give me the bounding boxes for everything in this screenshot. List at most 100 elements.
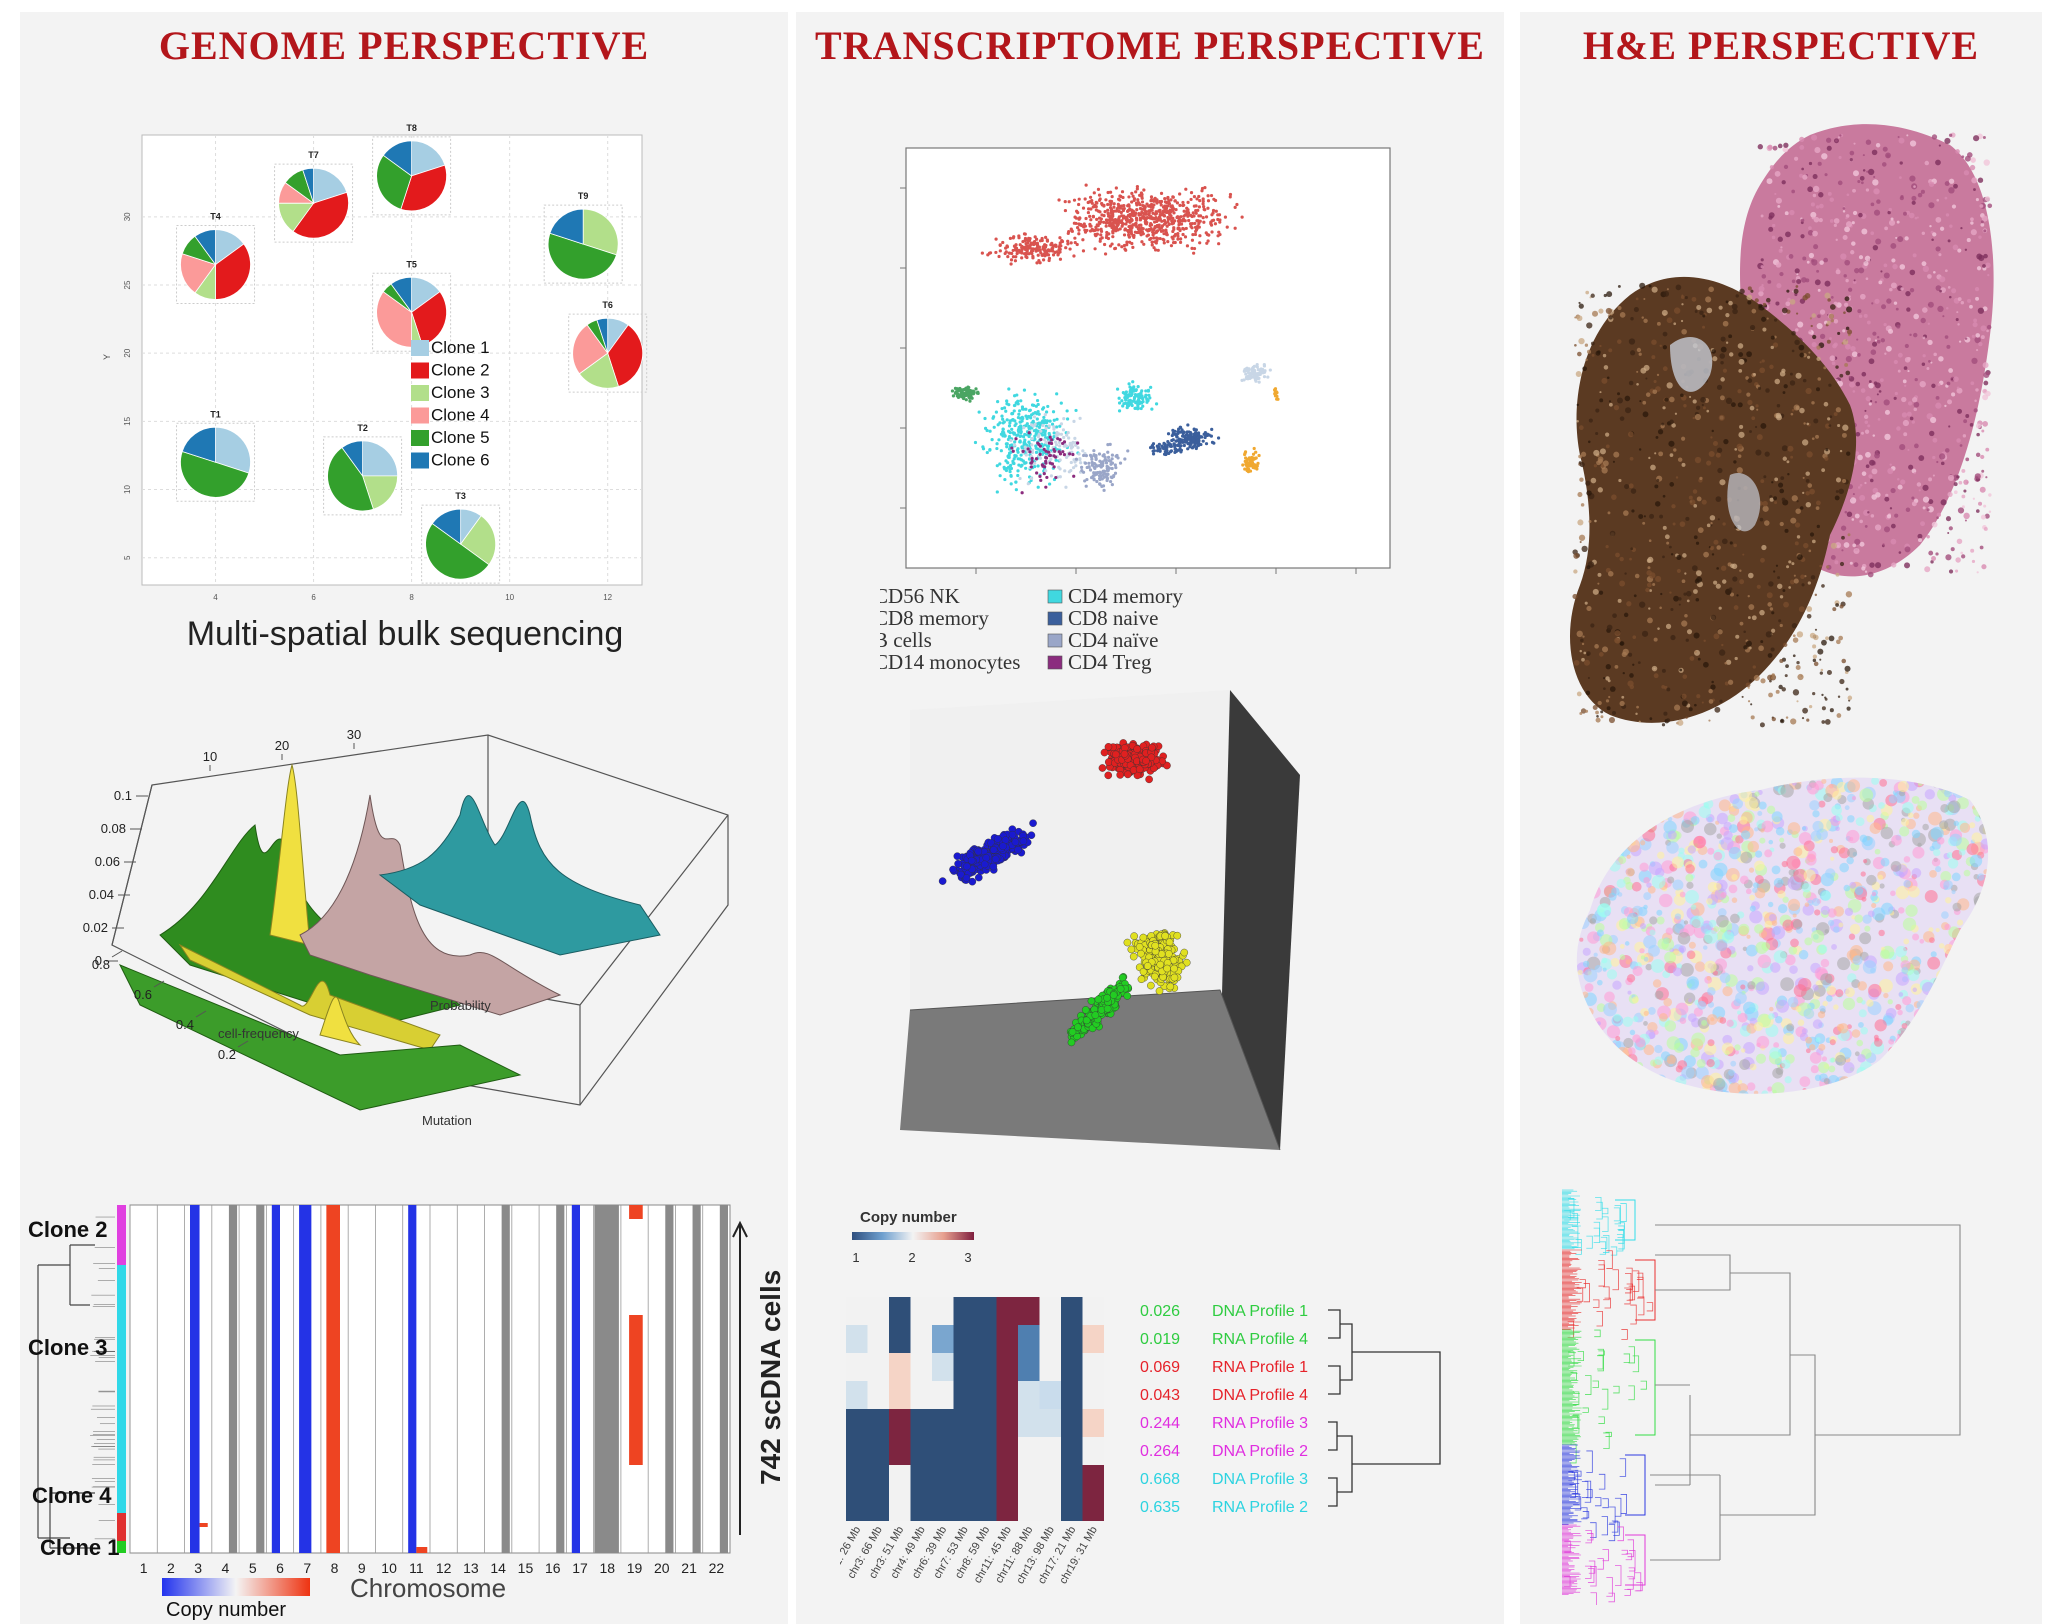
umap-point bbox=[1105, 230, 1109, 235]
scatter-3d-point bbox=[954, 859, 962, 868]
heatmap-cell bbox=[910, 1381, 932, 1409]
umap-point bbox=[1163, 197, 1167, 201]
chromosome-column bbox=[184, 1205, 208, 1553]
heatmap-row-label: DNA Profile 2 bbox=[1212, 1443, 1308, 1460]
heatmap-cell bbox=[953, 1493, 975, 1521]
scdna-count-label: 742 scDNA cells bbox=[755, 1270, 786, 1485]
umap-point bbox=[1079, 223, 1084, 228]
umap-point bbox=[1003, 467, 1007, 471]
heatmap-cell bbox=[932, 1465, 954, 1493]
chromosome-label: 11 bbox=[409, 1560, 424, 1576]
chromosome-label: 19 bbox=[627, 1560, 643, 1576]
umap-point bbox=[1012, 432, 1016, 436]
umap-point bbox=[1035, 422, 1040, 426]
umap-point bbox=[1176, 237, 1180, 241]
heatmap-cell bbox=[867, 1493, 889, 1521]
umap-point bbox=[1129, 393, 1133, 398]
heatmap-cell bbox=[996, 1437, 1018, 1465]
chromosome-label: 7 bbox=[303, 1560, 311, 1576]
surface-green-front bbox=[118, 964, 522, 1111]
umap-point bbox=[1198, 214, 1203, 218]
umap-point bbox=[1105, 475, 1109, 479]
umap-point bbox=[1134, 190, 1138, 194]
umap-point bbox=[1190, 246, 1194, 250]
umap-point bbox=[1067, 229, 1071, 234]
umap-point bbox=[985, 450, 989, 455]
scatter-3d-point bbox=[1182, 958, 1191, 967]
umap-point bbox=[1098, 237, 1103, 241]
umap-point bbox=[1031, 249, 1035, 253]
umap-point bbox=[1094, 225, 1098, 229]
umap-point bbox=[1044, 461, 1048, 465]
umap-point bbox=[1007, 453, 1011, 457]
heatmap-cell bbox=[1082, 1437, 1104, 1465]
dendrogram-branch bbox=[1655, 1254, 1731, 1291]
umap-point bbox=[1135, 207, 1139, 212]
umap-point bbox=[1179, 222, 1184, 226]
umap-point bbox=[1017, 236, 1021, 240]
umap-point bbox=[1042, 438, 1047, 442]
umap-point bbox=[1204, 442, 1209, 446]
scatter-3d-point bbox=[1151, 941, 1160, 950]
pie-slice bbox=[578, 352, 620, 389]
scatter-3d-point bbox=[1103, 1004, 1112, 1013]
umap-point bbox=[1016, 429, 1021, 433]
umap-point bbox=[1134, 388, 1138, 392]
umap-point bbox=[1095, 479, 1099, 484]
umap-point bbox=[1069, 446, 1073, 450]
heatmap-row-value: 0.019 bbox=[1140, 1331, 1180, 1348]
umap-point bbox=[1042, 451, 1046, 455]
umap-legend-swatch bbox=[1047, 611, 1063, 626]
umap-point bbox=[1092, 478, 1096, 482]
umap-point bbox=[1203, 435, 1207, 440]
umap-point bbox=[1127, 228, 1131, 232]
scatter-3d-point bbox=[1067, 1038, 1076, 1047]
heatmap-cell bbox=[1018, 1325, 1040, 1353]
umap-point bbox=[1196, 219, 1200, 223]
umap-point bbox=[995, 442, 999, 446]
umap-point bbox=[1127, 204, 1131, 208]
umap-point bbox=[1032, 415, 1037, 419]
umap-point bbox=[1071, 466, 1076, 470]
he-tissue-images bbox=[1570, 124, 1994, 728]
umap-point bbox=[1041, 423, 1045, 428]
umap-point bbox=[953, 391, 958, 395]
umap-point bbox=[1069, 468, 1073, 473]
heatmap-cell bbox=[1061, 1437, 1083, 1465]
umap-point bbox=[1192, 438, 1196, 442]
umap-point bbox=[1054, 475, 1058, 480]
umap-point bbox=[1217, 213, 1222, 217]
umap-point bbox=[1061, 450, 1065, 454]
legend-swatch bbox=[411, 430, 429, 446]
umap-point bbox=[1154, 248, 1158, 252]
umap-point bbox=[1055, 250, 1059, 254]
umap-point bbox=[1042, 415, 1046, 420]
umap-point bbox=[1114, 229, 1118, 233]
umap-point bbox=[1171, 237, 1175, 241]
umap-point bbox=[1098, 475, 1102, 479]
heatmap-row-value: 0.069 bbox=[1140, 1359, 1180, 1376]
umap-point bbox=[1193, 221, 1197, 226]
scatter-3d-point bbox=[1014, 846, 1022, 854]
umap-point bbox=[1064, 485, 1068, 489]
umap-point bbox=[1174, 207, 1178, 212]
legend-swatch bbox=[411, 385, 429, 401]
umap-point bbox=[1005, 418, 1009, 422]
umap-point bbox=[1045, 239, 1050, 243]
umap-point bbox=[1134, 216, 1139, 220]
umap-point bbox=[1002, 420, 1006, 424]
umap-point bbox=[1154, 200, 1159, 204]
umap-point bbox=[1190, 238, 1195, 242]
umap-legend-label: CD14 monocytes bbox=[880, 650, 1020, 674]
umap-point bbox=[1130, 208, 1134, 212]
umap-point bbox=[1101, 473, 1105, 477]
umap-point bbox=[1146, 233, 1151, 237]
umap-point bbox=[1106, 214, 1111, 218]
umap-point bbox=[1081, 238, 1085, 242]
umap-point bbox=[1218, 232, 1222, 237]
umap-point bbox=[1017, 248, 1021, 252]
heatmap-color-scale bbox=[852, 1232, 974, 1240]
umap-point bbox=[1088, 468, 1093, 472]
umap-point bbox=[1026, 447, 1030, 451]
bulk-caption: Multi-spatial bulk sequencing bbox=[187, 615, 624, 653]
